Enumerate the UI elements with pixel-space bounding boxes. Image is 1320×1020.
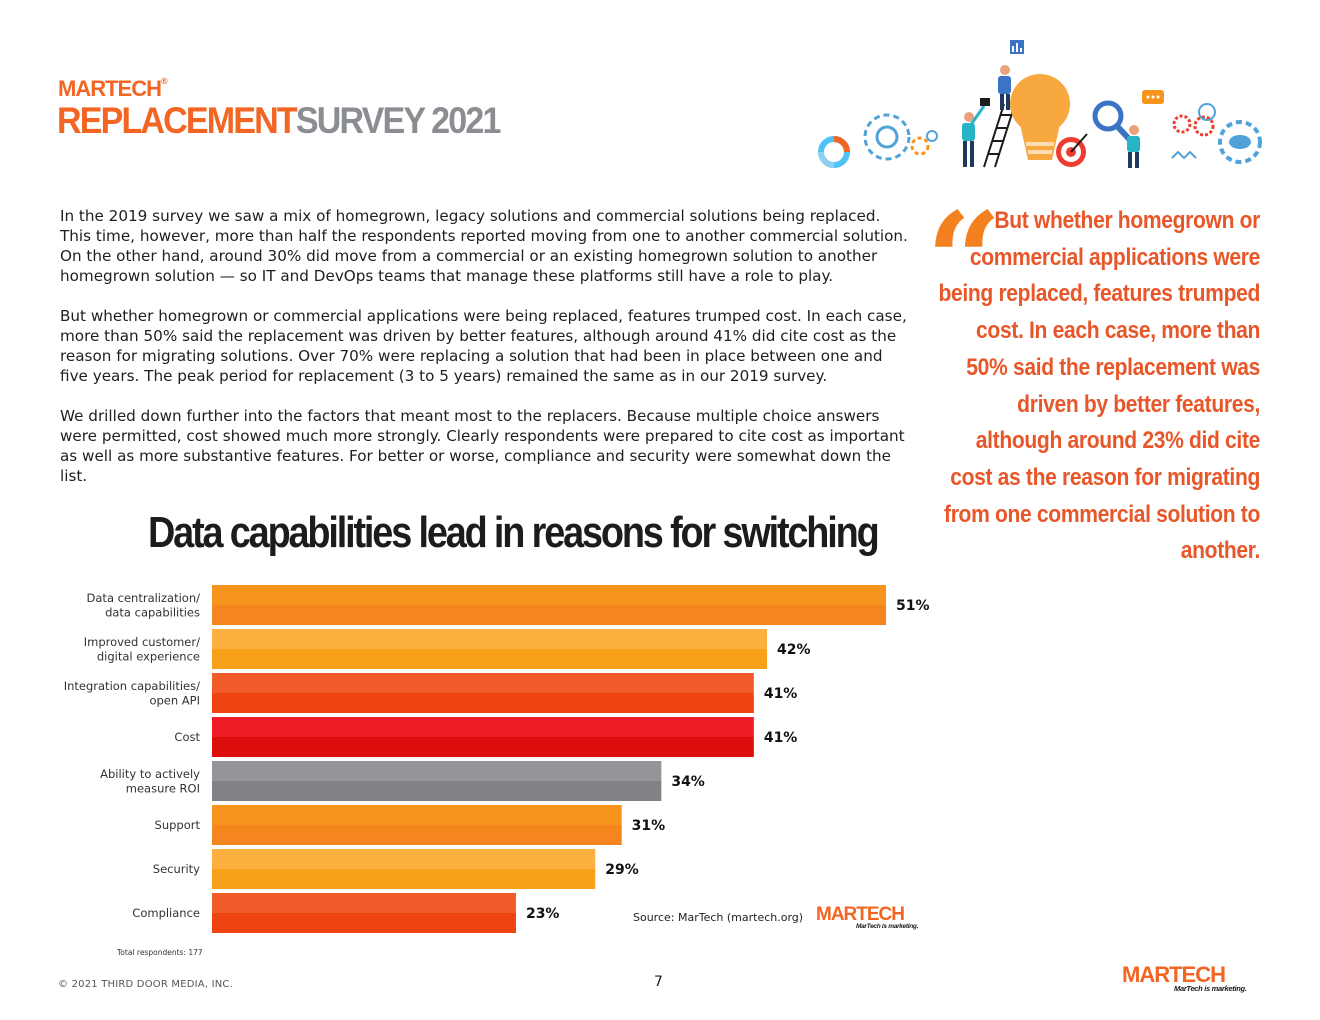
gear-icon <box>863 113 938 161</box>
bar-group: 41% Integration capabilities/open API <box>64 673 798 713</box>
pull-quote: But whether homegrown or commercial appl… <box>930 203 1260 570</box>
bar-group: 41% Cost <box>174 717 797 757</box>
bar-group: 23% Compliance <box>132 893 559 933</box>
bar-lower <box>212 781 662 801</box>
category-label: Ability to actively measure ROI <box>100 767 200 796</box>
paragraph-2: But whether homegrown or commercial appl… <box>60 307 907 385</box>
bar-group: 31% Support <box>155 805 666 845</box>
category-label: Compliance <box>132 906 200 920</box>
bar <box>212 717 754 737</box>
paragraph-1: In the 2019 survey we saw a mix of homeg… <box>60 207 908 285</box>
data-label: 42% <box>777 642 811 658</box>
person-icon <box>962 98 990 167</box>
chat-bubble-icon <box>1142 90 1164 104</box>
title-survey: SURVEY 2021 <box>295 100 502 141</box>
bar <box>212 849 596 869</box>
chart-logo: MARTECH MarTech is marketing. <box>816 904 918 930</box>
chart-logo-tagline: MarTech is marketing. <box>856 923 919 930</box>
category-label: Improved customer/digital experience <box>84 635 200 664</box>
data-label: 34% <box>671 774 705 790</box>
quote-mark: “ <box>926 184 1002 339</box>
bar <box>212 893 516 913</box>
bar <box>212 673 754 693</box>
bar-group: 42% Improved customer/digital experience <box>84 629 811 669</box>
page-number: 7 <box>654 974 663 990</box>
bar-group: 34% Ability to actively measure ROI <box>100 761 705 801</box>
category-label: Data centralization/data capabilities <box>87 591 201 620</box>
chart-logo-text: MARTECH <box>816 904 905 925</box>
category-label: Support <box>155 818 201 832</box>
bar <box>212 629 768 649</box>
bar-group: 29% Security <box>153 849 639 889</box>
brand-logo: MARTECH® <box>58 76 168 101</box>
title-replacement: REPLACEMENT <box>57 100 298 141</box>
bar <box>212 585 886 605</box>
bar <box>212 761 662 781</box>
bar-lower <box>212 825 622 845</box>
bar-lower <box>212 605 886 625</box>
data-label: 23% <box>526 906 560 922</box>
bar-lower <box>212 869 596 889</box>
chart-source: Source: MarTech (martech.org) <box>633 911 804 924</box>
paragraph-3: We drilled down further into the factors… <box>60 407 905 485</box>
footer-logo: MARTECH MarTech is marketing. <box>1122 962 1247 993</box>
bar-group: 51% Data centralization/data capabilities <box>87 585 930 625</box>
cloud-gear-icon <box>1171 103 1262 164</box>
ladder-icon <box>983 40 1024 168</box>
target-icon <box>1056 133 1088 167</box>
data-label: 29% <box>605 862 639 878</box>
pie-chart-icon <box>818 136 850 168</box>
bar-lower <box>212 913 516 933</box>
pull-quote-text: But whether homegrown or commercial appl… <box>938 207 1260 565</box>
bar-chart: 51% Data centralization/data capabilities… <box>64 585 930 933</box>
bar-lower <box>212 649 768 669</box>
respondents-note: Total respondents: 177 <box>117 948 203 957</box>
chart-title: Data capabilities lead in reasons for sw… <box>148 508 880 557</box>
data-label: 41% <box>764 686 798 702</box>
category-label: Cost <box>174 730 200 744</box>
bar-lower <box>212 737 754 757</box>
magnifier-icon <box>1092 100 1140 168</box>
category-label: Security <box>153 862 200 876</box>
report-title: REPLACEMENTSURVEY 2021 <box>57 100 502 142</box>
footer-logo-text: MARTECH <box>1122 962 1226 987</box>
category-label: Integration capabilities/open API <box>64 679 200 708</box>
data-label: 51% <box>896 598 930 614</box>
data-label: 41% <box>764 730 798 746</box>
data-label: 31% <box>632 818 666 834</box>
copyright: © 2021 THIRD DOOR MEDIA, INC. <box>58 979 233 990</box>
bar-lower <box>212 693 754 713</box>
lightbulb-icon <box>1010 74 1070 160</box>
header-illustration <box>818 40 1262 168</box>
footer-logo-tagline: MarTech is marketing. <box>1174 984 1247 993</box>
bar <box>212 805 622 825</box>
